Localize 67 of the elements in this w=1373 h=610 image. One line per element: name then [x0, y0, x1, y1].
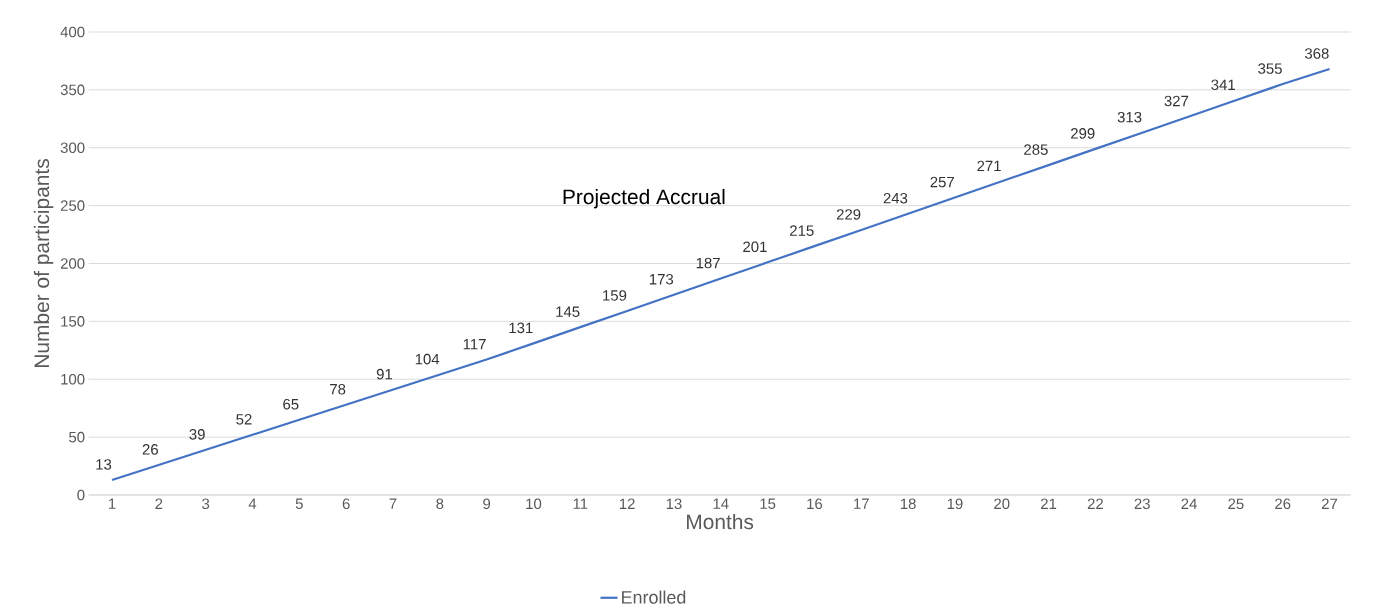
data-label: 91 — [376, 368, 393, 380]
data-label: 327 — [1164, 95, 1189, 107]
x-tick-label: 23 — [1134, 498, 1150, 510]
y-tick-label: 300 — [60, 142, 85, 154]
data-label: 78 — [330, 383, 346, 395]
x-tick-label: 9 — [483, 498, 491, 510]
x-tick-label: 4 — [248, 498, 257, 509]
data-label: 229 — [836, 209, 861, 220]
x-tick-label: 8 — [436, 498, 444, 510]
y-tick-label: 250 — [60, 200, 85, 211]
data-label: 39 — [189, 429, 205, 440]
x-tick-label: 26 — [1275, 498, 1291, 510]
text: Projected Accrual — [563, 188, 725, 209]
data-label: 145 — [556, 306, 580, 317]
data-label: 271 — [977, 160, 1001, 172]
y-tick-label: 200 — [60, 258, 85, 269]
x-tick-label: 3 — [202, 498, 210, 510]
data-label: 243 — [883, 192, 908, 204]
data-label: 26 — [142, 444, 158, 455]
x-tick-label: 13 — [666, 498, 682, 510]
y-axis-title: Number of participants — [33, 159, 54, 367]
y-tick-label: 350 — [60, 84, 85, 96]
x-tick-label: 17 — [854, 498, 869, 509]
data-label: 341 — [1211, 79, 1235, 91]
data-label: 131 — [509, 322, 533, 334]
x-tick-label: 12 — [619, 498, 635, 509]
x-tick-label: 20 — [994, 498, 1010, 510]
data-label: 299 — [1071, 128, 1095, 139]
x-tick-label: 11 — [573, 498, 588, 509]
y-tick-label: 50 — [69, 431, 85, 443]
x-tick-label: 19 — [947, 498, 963, 510]
data-label: 52 — [236, 414, 252, 425]
x-axis-title: Months — [687, 513, 754, 530]
x-tick-label: 25 — [1228, 498, 1244, 510]
data-label: 13 — [96, 459, 112, 470]
data-label: 159 — [603, 290, 627, 301]
x-tick-label: 15 — [760, 498, 776, 509]
data-label: 355 — [1258, 63, 1282, 74]
x-tick-label: 27 — [1321, 498, 1338, 509]
x-tick-label: 22 — [1087, 498, 1103, 509]
data-label: 368 — [1304, 48, 1329, 59]
x-tick-label: 16 — [807, 498, 823, 510]
y-tick-label: 150 — [61, 316, 85, 327]
data-label: 313 — [1117, 111, 1142, 123]
x-tick-label: 10 — [526, 498, 542, 510]
data-label: 65 — [283, 398, 299, 410]
legend-label: Enrolled — [622, 590, 686, 604]
x-tick-label: 2 — [155, 498, 163, 509]
y-tick-label: 0 — [77, 489, 85, 501]
y-tick-label: 100 — [61, 373, 85, 385]
x-tick-label: 5 — [295, 498, 303, 509]
x-tick-label: 1 — [109, 498, 116, 509]
data-label: 257 — [930, 176, 954, 188]
x-tick-label: 18 — [900, 498, 916, 510]
data-label: 187 — [696, 257, 720, 269]
data-label: 285 — [1024, 144, 1048, 155]
x-tick-label: 14 — [713, 498, 729, 509]
x-tick-label: 7 — [389, 498, 397, 509]
y-tick-label: 400 — [60, 26, 85, 38]
data-label: 215 — [790, 225, 814, 236]
data-label: 117 — [463, 339, 486, 350]
x-tick-label: 24 — [1181, 498, 1197, 509]
data-label: 201 — [743, 241, 767, 253]
data-label: 173 — [649, 273, 674, 285]
x-tick-label: 21 — [1041, 498, 1057, 509]
x-tick-label: 6 — [342, 498, 350, 510]
data-label: 104 — [415, 353, 440, 365]
